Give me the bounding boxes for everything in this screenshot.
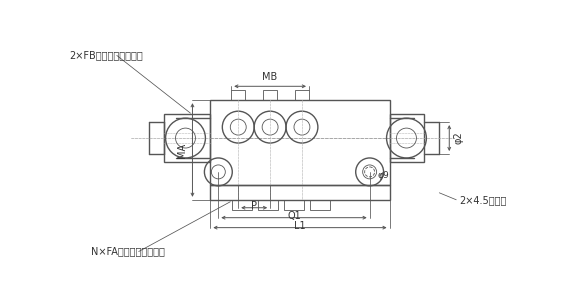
Text: 2×4.5取付穴: 2×4.5取付穴 xyxy=(459,195,507,205)
Bar xyxy=(231,90,245,100)
Bar xyxy=(210,100,389,185)
Bar xyxy=(310,200,330,210)
Bar xyxy=(284,200,304,210)
Text: P: P xyxy=(251,201,257,211)
Bar xyxy=(258,200,278,210)
Bar xyxy=(389,114,424,162)
Text: 2×FB適用チューブ外径: 2×FB適用チューブ外径 xyxy=(69,50,143,60)
Text: L1: L1 xyxy=(294,220,305,231)
Text: MB: MB xyxy=(262,72,278,82)
Text: N×FA適用チューブ外径: N×FA適用チューブ外径 xyxy=(91,247,165,256)
Text: φ2: φ2 xyxy=(453,132,463,144)
Bar xyxy=(232,200,252,210)
Bar xyxy=(263,90,277,100)
Bar xyxy=(164,114,210,162)
Text: Q1: Q1 xyxy=(287,211,301,221)
Bar xyxy=(210,185,389,200)
Text: MA: MA xyxy=(177,142,188,158)
Text: φ9: φ9 xyxy=(378,171,389,180)
Bar xyxy=(295,90,309,100)
